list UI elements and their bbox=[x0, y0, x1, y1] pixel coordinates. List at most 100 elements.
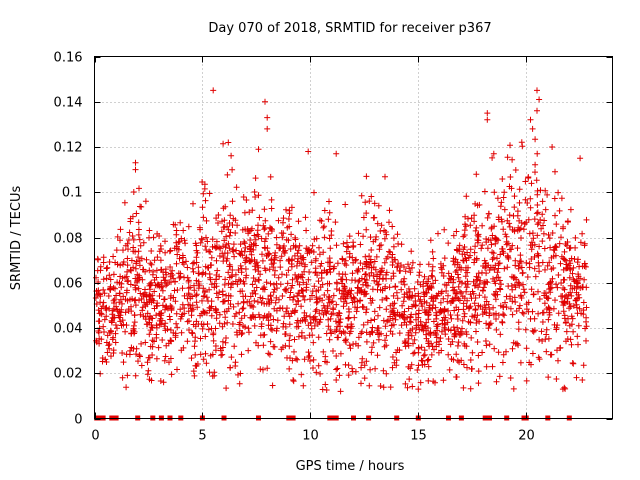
data-point bbox=[189, 293, 196, 300]
data-point bbox=[306, 352, 313, 359]
data-point bbox=[310, 365, 316, 371]
data-point bbox=[175, 270, 182, 277]
data-point bbox=[181, 310, 188, 317]
data-point bbox=[401, 281, 408, 288]
data-point bbox=[324, 359, 330, 366]
data-point bbox=[294, 250, 301, 257]
y-tick-label: 0 bbox=[74, 413, 82, 428]
data-point bbox=[218, 347, 224, 354]
data-point bbox=[452, 290, 459, 297]
data-point bbox=[125, 277, 132, 284]
data-point bbox=[463, 223, 469, 230]
data-point bbox=[485, 210, 492, 217]
data-point bbox=[240, 323, 247, 329]
data-point bbox=[111, 314, 118, 321]
data-point bbox=[453, 246, 460, 253]
data-point bbox=[153, 312, 160, 319]
data-point bbox=[283, 236, 290, 243]
data-point bbox=[270, 281, 277, 288]
data-point bbox=[489, 154, 496, 161]
data-point bbox=[259, 295, 266, 302]
data-point bbox=[484, 214, 491, 221]
data-point bbox=[473, 255, 480, 262]
data-point bbox=[457, 331, 464, 338]
data-point bbox=[318, 270, 325, 277]
x-tick-label: 0 bbox=[91, 429, 99, 444]
data-point bbox=[211, 284, 218, 291]
data-point bbox=[246, 258, 253, 265]
data-point bbox=[515, 265, 522, 272]
data-point bbox=[425, 261, 432, 268]
data-point bbox=[290, 377, 297, 383]
data-point bbox=[295, 255, 302, 262]
data-point bbox=[135, 219, 142, 226]
data-point bbox=[460, 233, 467, 240]
data-point bbox=[302, 335, 308, 341]
data-point bbox=[575, 341, 581, 348]
data-point bbox=[448, 315, 455, 322]
data-point bbox=[390, 321, 397, 328]
data-point bbox=[506, 220, 513, 227]
data-point bbox=[566, 274, 573, 281]
data-point bbox=[381, 259, 388, 266]
data-point bbox=[509, 242, 516, 249]
data-point bbox=[518, 295, 525, 301]
data-point bbox=[519, 309, 526, 316]
data-point bbox=[548, 351, 555, 358]
data-point bbox=[216, 311, 223, 318]
data-point bbox=[421, 307, 428, 313]
data-point bbox=[421, 347, 428, 354]
data-point bbox=[179, 285, 186, 292]
data-point bbox=[274, 285, 280, 292]
data-point bbox=[473, 320, 480, 326]
data-point bbox=[467, 246, 474, 253]
data-point bbox=[140, 313, 147, 320]
data-point bbox=[166, 248, 173, 255]
data-point bbox=[379, 296, 386, 303]
data-point bbox=[263, 279, 270, 286]
data-point bbox=[529, 327, 536, 334]
data-point bbox=[575, 322, 582, 329]
data-point bbox=[229, 321, 236, 327]
data-point bbox=[496, 277, 503, 284]
data-point bbox=[103, 265, 110, 272]
data-point bbox=[543, 326, 550, 333]
data-point bbox=[324, 287, 331, 294]
data-point bbox=[283, 286, 290, 292]
data-point bbox=[100, 276, 107, 283]
data-point bbox=[215, 294, 222, 301]
data-point bbox=[503, 238, 510, 245]
data-point bbox=[253, 284, 260, 291]
data-point bbox=[549, 275, 556, 282]
data-point bbox=[232, 230, 239, 236]
data-point bbox=[377, 271, 383, 278]
data-point bbox=[399, 302, 406, 309]
data-point bbox=[206, 286, 213, 293]
data-point bbox=[280, 248, 287, 255]
data-point bbox=[428, 272, 435, 279]
data-point bbox=[517, 292, 524, 299]
data-point bbox=[537, 187, 544, 194]
data-point bbox=[209, 243, 216, 250]
data-point bbox=[333, 377, 340, 383]
data-point bbox=[236, 309, 243, 316]
data-point bbox=[318, 218, 325, 224]
data-point bbox=[497, 286, 504, 293]
data-point bbox=[376, 246, 383, 253]
data-point bbox=[238, 315, 245, 322]
data-point bbox=[483, 236, 490, 242]
data-point bbox=[310, 249, 317, 255]
data-point bbox=[173, 260, 180, 267]
data-point bbox=[242, 244, 249, 251]
data-point bbox=[508, 246, 515, 253]
data-point bbox=[489, 249, 496, 256]
data-point bbox=[130, 325, 137, 332]
data-point bbox=[490, 264, 496, 271]
data-point bbox=[579, 230, 586, 237]
data-point bbox=[305, 276, 312, 283]
data-point bbox=[546, 309, 553, 316]
data-point bbox=[216, 273, 223, 280]
data-point bbox=[381, 343, 388, 350]
data-point bbox=[547, 279, 554, 286]
